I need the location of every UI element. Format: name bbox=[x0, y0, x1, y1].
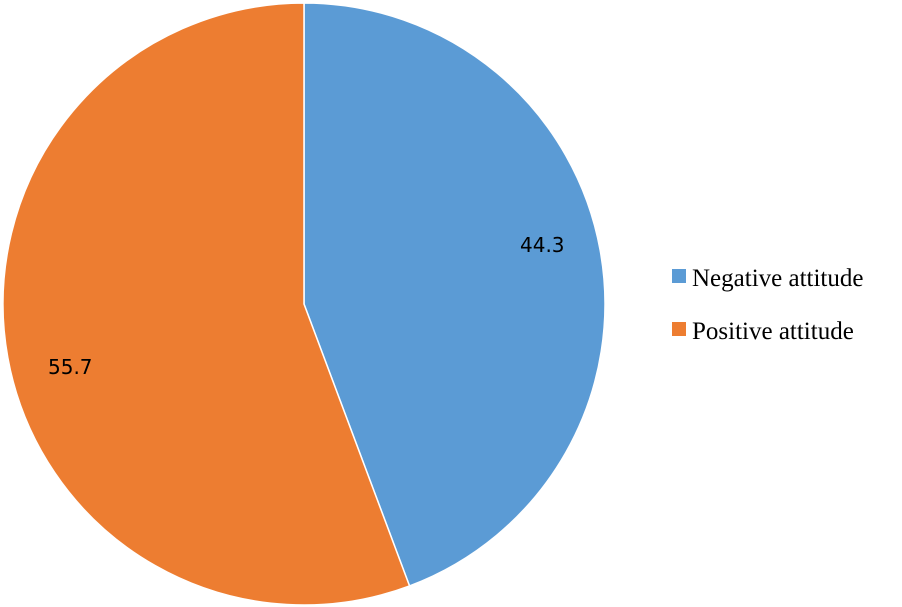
pie-slice-negative-attitude bbox=[303, 2, 606, 587]
legend-label-positive-attitude: Positive attitude bbox=[692, 318, 854, 345]
data-label-positive-attitude: 55.7 bbox=[48, 355, 93, 379]
pie-slices bbox=[2, 2, 606, 606]
pie-slice-positive-attitude bbox=[2, 2, 411, 606]
data-labels: 44.3 55.7 bbox=[48, 233, 565, 379]
legend-swatch-negative-attitude bbox=[672, 269, 686, 283]
legend-swatch-positive-attitude bbox=[672, 322, 686, 336]
legend: Negative attitude Positive attitude bbox=[672, 265, 863, 345]
legend-label-negative-attitude: Negative attitude bbox=[692, 265, 863, 292]
data-label-negative-attitude: 44.3 bbox=[520, 233, 565, 257]
